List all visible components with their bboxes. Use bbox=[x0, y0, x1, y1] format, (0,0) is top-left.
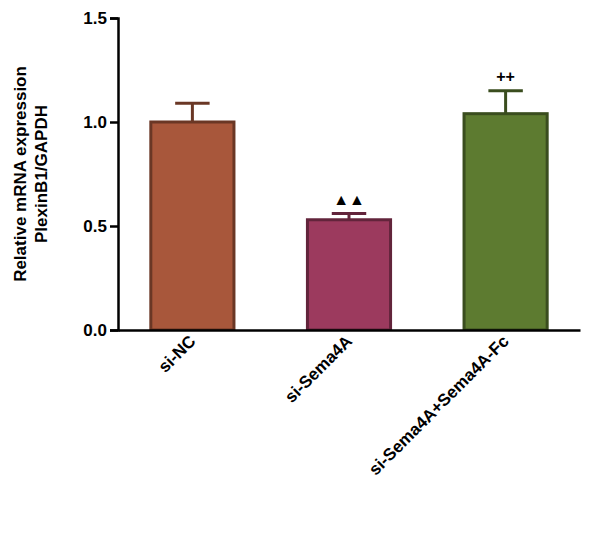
x-tick-label: si-Sema4A+Sema4A-Fc bbox=[365, 332, 512, 479]
y-tick-label: 0.0 bbox=[83, 321, 107, 340]
bar bbox=[464, 114, 547, 330]
error-cap bbox=[488, 89, 522, 92]
error-bar bbox=[332, 214, 366, 220]
x-tick: si-NC bbox=[155, 330, 200, 376]
error-cap bbox=[175, 102, 209, 105]
x-axis: si-NC si-Sema4Asi-Sema4A+Sema4A-Fc bbox=[119, 330, 581, 479]
x-axis-line bbox=[119, 329, 581, 332]
y-axis: 0.0 0.5 1.0 1.5 bbox=[83, 9, 118, 340]
y-tick-mark bbox=[110, 329, 118, 332]
y-tick-mark bbox=[110, 17, 118, 20]
error-stem bbox=[191, 103, 194, 122]
error-bar bbox=[488, 91, 522, 114]
y-tick-label: 1.5 bbox=[83, 9, 107, 28]
marks bbox=[151, 91, 547, 330]
x-tick: si-Sema4A bbox=[281, 330, 356, 407]
y-tick: 0.0 bbox=[83, 321, 118, 340]
x-tick-label: si-Sema4A bbox=[281, 332, 356, 407]
y-tick: 1.0 bbox=[83, 113, 118, 132]
y-axis-title-line: PlexinB1/GAPDH bbox=[32, 105, 51, 243]
bar bbox=[151, 122, 234, 330]
y-tick-label: 1.0 bbox=[83, 113, 107, 132]
error-cap bbox=[332, 212, 366, 215]
plot: ▲▲ ++ 0.0 0.5 1.0 1.5 si-NC si-Sema4Asi-Sema4A+… bbox=[83, 9, 580, 479]
error-stem bbox=[504, 91, 507, 114]
bar bbox=[307, 220, 390, 330]
annotation: ▲▲ bbox=[333, 191, 365, 208]
y-tick-label: 0.5 bbox=[83, 217, 107, 236]
y-tick-mark bbox=[110, 225, 118, 228]
y-axis-line bbox=[110, 19, 119, 331]
y-tick-mark bbox=[110, 121, 118, 124]
x-tick-label: si-NC bbox=[155, 332, 200, 377]
y-tick: 0.5 bbox=[83, 217, 118, 236]
y-tick: 1.5 bbox=[83, 9, 118, 28]
x-tick: si-Sema4A+Sema4A-Fc bbox=[365, 330, 512, 479]
y-axis-title-line: Relative mRNA expression bbox=[11, 66, 30, 282]
y-axis-title: Relative mRNA expressionPlexinB1/GAPDH bbox=[11, 66, 51, 282]
chart: ▲▲ ++ 0.0 0.5 1.0 1.5 si-NC si-Sema4Asi-Sema4A+… bbox=[0, 0, 600, 542]
error-bar bbox=[175, 103, 209, 122]
annotation: ++ bbox=[496, 68, 515, 85]
